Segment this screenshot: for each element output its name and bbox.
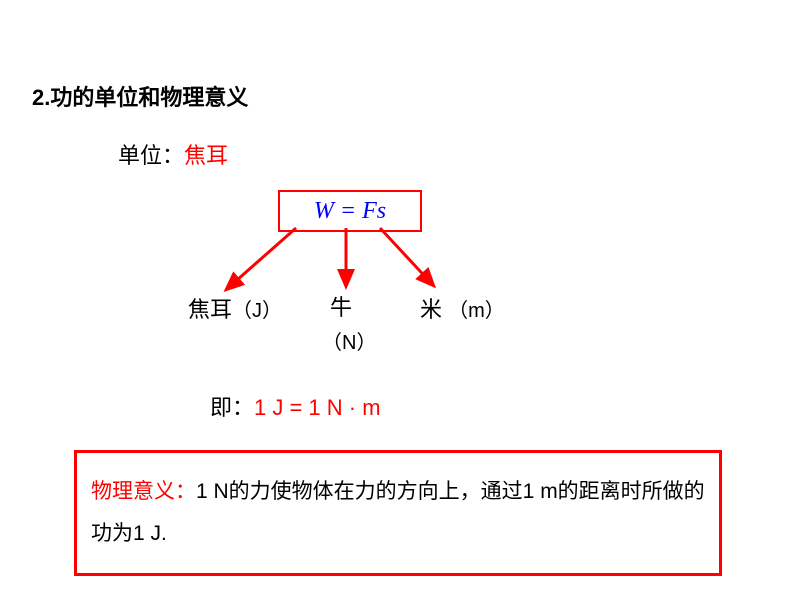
physical-meaning-label: 物理意义： xyxy=(91,480,196,503)
arrow-s xyxy=(380,228,432,284)
unit-newton-paren-wrap: （N） xyxy=(322,326,376,355)
unit-joule-name: 焦耳 xyxy=(188,297,232,322)
unit-newton: 牛 xyxy=(330,290,352,322)
conversion-value: 1 J = 1 N · m xyxy=(254,395,381,420)
unit-joule-paren: （J） xyxy=(232,300,282,322)
unit-joule: 焦耳（J） xyxy=(188,292,282,324)
conversion-line: 即：1 J = 1 N · m xyxy=(210,390,381,422)
unit-meter: 米 （m） xyxy=(420,292,505,324)
conversion-label: 即： xyxy=(210,395,254,420)
unit-meter-name: 米 xyxy=(420,297,442,322)
unit-newton-paren: （N） xyxy=(322,332,376,354)
unit-meter-paren: （m） xyxy=(448,300,505,322)
arrow-w xyxy=(228,228,296,288)
unit-newton-name: 牛 xyxy=(330,295,352,320)
physical-meaning-box: 物理意义：1 N的力使物体在力的方向上，通过1 m的距离时所做的功为1 J. xyxy=(74,450,722,576)
